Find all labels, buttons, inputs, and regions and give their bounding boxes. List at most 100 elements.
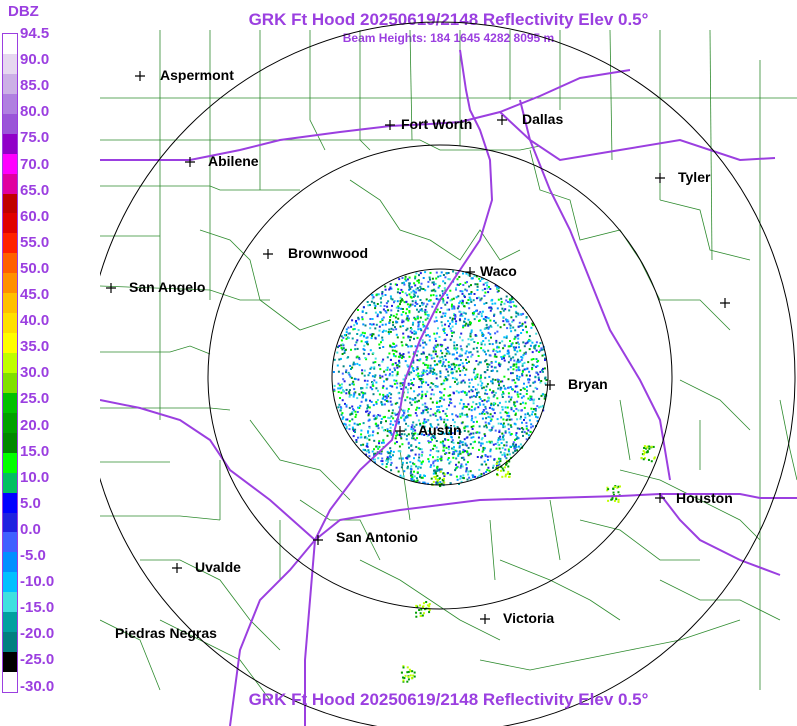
legend-tick-label: 65.0 bbox=[20, 181, 50, 199]
city-label: Tyler bbox=[678, 169, 711, 185]
city-label: Brownwood bbox=[288, 245, 368, 261]
legend-tick-label: 80.0 bbox=[20, 103, 50, 121]
legend-tick-label: 5.0 bbox=[20, 494, 41, 512]
legend-color-cell bbox=[3, 532, 17, 553]
county-line bbox=[619, 469, 761, 541]
county-line bbox=[259, 299, 331, 331]
legend-color-cell bbox=[3, 313, 17, 334]
city-marker bbox=[480, 614, 490, 624]
legend-tick-label: 40.0 bbox=[20, 312, 50, 330]
highway bbox=[314, 493, 797, 541]
city-marker bbox=[720, 298, 730, 308]
radar-map: Aspermont Fort Worth Dallas Abilene Tyler Bro… bbox=[100, 21, 797, 726]
county-line bbox=[619, 399, 631, 461]
county-line bbox=[100, 515, 221, 521]
highway bbox=[519, 99, 671, 481]
legend-color-cell bbox=[3, 452, 17, 473]
city-label: Fort Worth bbox=[401, 116, 472, 132]
legend-color-cell bbox=[3, 652, 17, 672]
city-marker bbox=[106, 283, 116, 293]
county-line bbox=[609, 29, 613, 161]
city-markers: Aspermont Fort Worth Dallas Abilene Tyler Bro… bbox=[106, 67, 733, 641]
legend-tick-label: -15.0 bbox=[20, 599, 55, 617]
city-marker bbox=[185, 157, 195, 167]
county-line bbox=[199, 229, 261, 301]
radar-title: GRK Ft Hood 20250619/2148 Reflectivity E… bbox=[248, 10, 649, 29]
legend-color-cell bbox=[3, 293, 17, 314]
legend-color-cell bbox=[3, 213, 17, 234]
county-line bbox=[679, 379, 751, 431]
city-label: Piedras Negras bbox=[115, 625, 217, 641]
highways bbox=[100, 49, 797, 726]
beam-heights-subtitle: Beam Heights: 184 1645 4282 8095 m bbox=[342, 31, 555, 45]
highway bbox=[100, 69, 631, 161]
county-line bbox=[659, 579, 781, 621]
legend-tick-label: 0.0 bbox=[20, 520, 41, 538]
city-label: Uvalde bbox=[195, 559, 241, 575]
legend-tick-label: -10.0 bbox=[20, 573, 55, 591]
legend-color-cell bbox=[3, 552, 17, 573]
county-line bbox=[549, 499, 561, 561]
legend-color-cell bbox=[3, 492, 17, 513]
city-label: Victoria bbox=[503, 610, 554, 626]
city-marker bbox=[313, 535, 323, 545]
city-marker bbox=[385, 120, 395, 130]
city-label: San Angelo bbox=[129, 279, 206, 295]
city-label: Aspermont bbox=[160, 67, 234, 83]
reflectivity-echoes bbox=[332, 270, 656, 683]
legend-tick-label: -20.0 bbox=[20, 625, 55, 643]
legend-tick-label: 85.0 bbox=[20, 77, 50, 95]
legend-color-cell bbox=[3, 93, 17, 114]
legend-tick-label: 15.0 bbox=[20, 442, 50, 460]
county-line bbox=[429, 229, 521, 261]
county-line bbox=[100, 139, 541, 151]
county-line bbox=[249, 419, 351, 501]
city-label: Bryan bbox=[568, 376, 608, 392]
county-line bbox=[499, 559, 621, 621]
legend-color-cell bbox=[3, 73, 17, 94]
range-ring bbox=[100, 21, 796, 726]
legend-tick-label: 20.0 bbox=[20, 416, 50, 434]
radar-title-bottom: GRK Ft Hood 20250619/2148 Reflectivity E… bbox=[248, 690, 649, 709]
legend-tick-label: 50.0 bbox=[20, 259, 50, 277]
legend-color-bar bbox=[2, 33, 18, 693]
range-ring bbox=[207, 144, 673, 610]
legend-color-cell bbox=[3, 592, 17, 613]
county-line bbox=[100, 185, 300, 191]
county-line bbox=[100, 619, 161, 691]
highway bbox=[304, 539, 316, 726]
city-marker bbox=[655, 493, 665, 503]
legend-color-cell bbox=[3, 233, 17, 254]
county-line bbox=[359, 559, 501, 641]
city-marker bbox=[465, 267, 475, 277]
legend-tick-label: 25.0 bbox=[20, 390, 50, 408]
legend-color-cell bbox=[3, 333, 17, 353]
city-marker bbox=[263, 249, 273, 259]
legend-unit-label: DBZ bbox=[8, 3, 39, 20]
legend-tick-label: 90.0 bbox=[20, 51, 50, 69]
range-ring bbox=[331, 268, 549, 486]
county-line bbox=[579, 519, 700, 561]
legend-color-cell bbox=[3, 412, 17, 433]
highway bbox=[659, 493, 781, 576]
legend-color-cell bbox=[3, 253, 17, 274]
county-boundaries bbox=[100, 29, 797, 701]
legend-color-cell bbox=[3, 392, 17, 413]
county-line bbox=[359, 30, 371, 151]
legend-tick-label: 60.0 bbox=[20, 207, 50, 225]
legend-tick-label: 35.0 bbox=[20, 338, 50, 356]
legend-color-cell bbox=[3, 612, 17, 633]
city-marker bbox=[545, 380, 555, 390]
county-line bbox=[100, 345, 211, 355]
legend-color-cell bbox=[3, 193, 17, 214]
legend-color-cell bbox=[3, 472, 17, 493]
legend-color-cell bbox=[3, 173, 17, 194]
county-line bbox=[659, 199, 751, 261]
legend-color-cell bbox=[3, 672, 17, 692]
legend-tick-label: -30.0 bbox=[20, 677, 55, 695]
highway bbox=[100, 399, 316, 541]
city-marker bbox=[395, 426, 405, 436]
legend-tick-label: 10.0 bbox=[20, 468, 50, 486]
legend-color-cell bbox=[3, 53, 17, 74]
